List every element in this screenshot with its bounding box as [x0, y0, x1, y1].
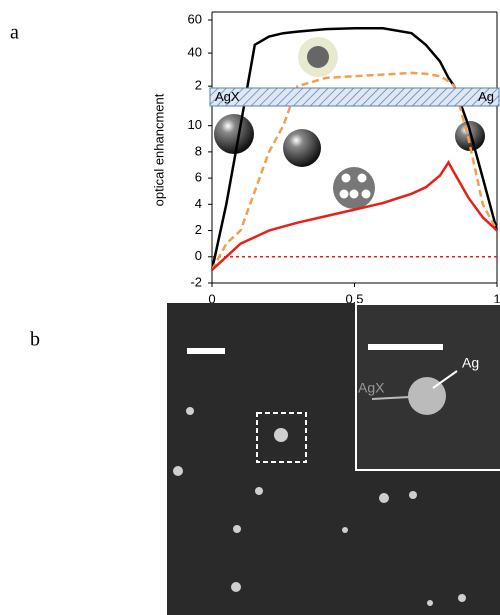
sem-image: AgX Ag — [167, 303, 500, 615]
icon — [362, 190, 371, 199]
icon — [214, 114, 254, 154]
icon — [283, 129, 321, 167]
icon — [455, 121, 485, 151]
icon — [350, 190, 359, 199]
annotation: AgX — [215, 89, 240, 104]
y-tick-label: 2 — [195, 78, 202, 93]
icon — [333, 167, 375, 209]
y-tick-label: 6 — [195, 170, 202, 185]
inset-label: Ag — [462, 355, 479, 371]
series-line — [212, 28, 497, 270]
inset-scale-bar — [368, 344, 443, 350]
y-tick-label: 60 — [188, 11, 202, 26]
y-tick-label: 0 — [195, 248, 202, 263]
y-tick-label: 40 — [188, 45, 202, 60]
y-tick-label: 10 — [188, 117, 202, 132]
icon — [358, 174, 367, 183]
scale-bar — [187, 348, 225, 354]
y-tick-label: 8 — [195, 143, 202, 158]
icon — [340, 190, 349, 199]
icon — [307, 46, 329, 68]
figure: a b -202468102406000.51optical enhancmen… — [0, 0, 500, 615]
panel-label: a — [10, 22, 19, 44]
y-tick-label: 4 — [195, 196, 202, 211]
y-axis-title: optical enhancment — [151, 93, 166, 206]
annotation: Ag — [478, 89, 494, 104]
inset-label: AgX — [358, 380, 385, 396]
icon — [342, 174, 351, 183]
y-tick-label: -2 — [190, 274, 202, 289]
axis-break-band — [210, 88, 499, 106]
y-tick-label: 2 — [195, 222, 202, 237]
panel-label: b — [30, 329, 40, 351]
